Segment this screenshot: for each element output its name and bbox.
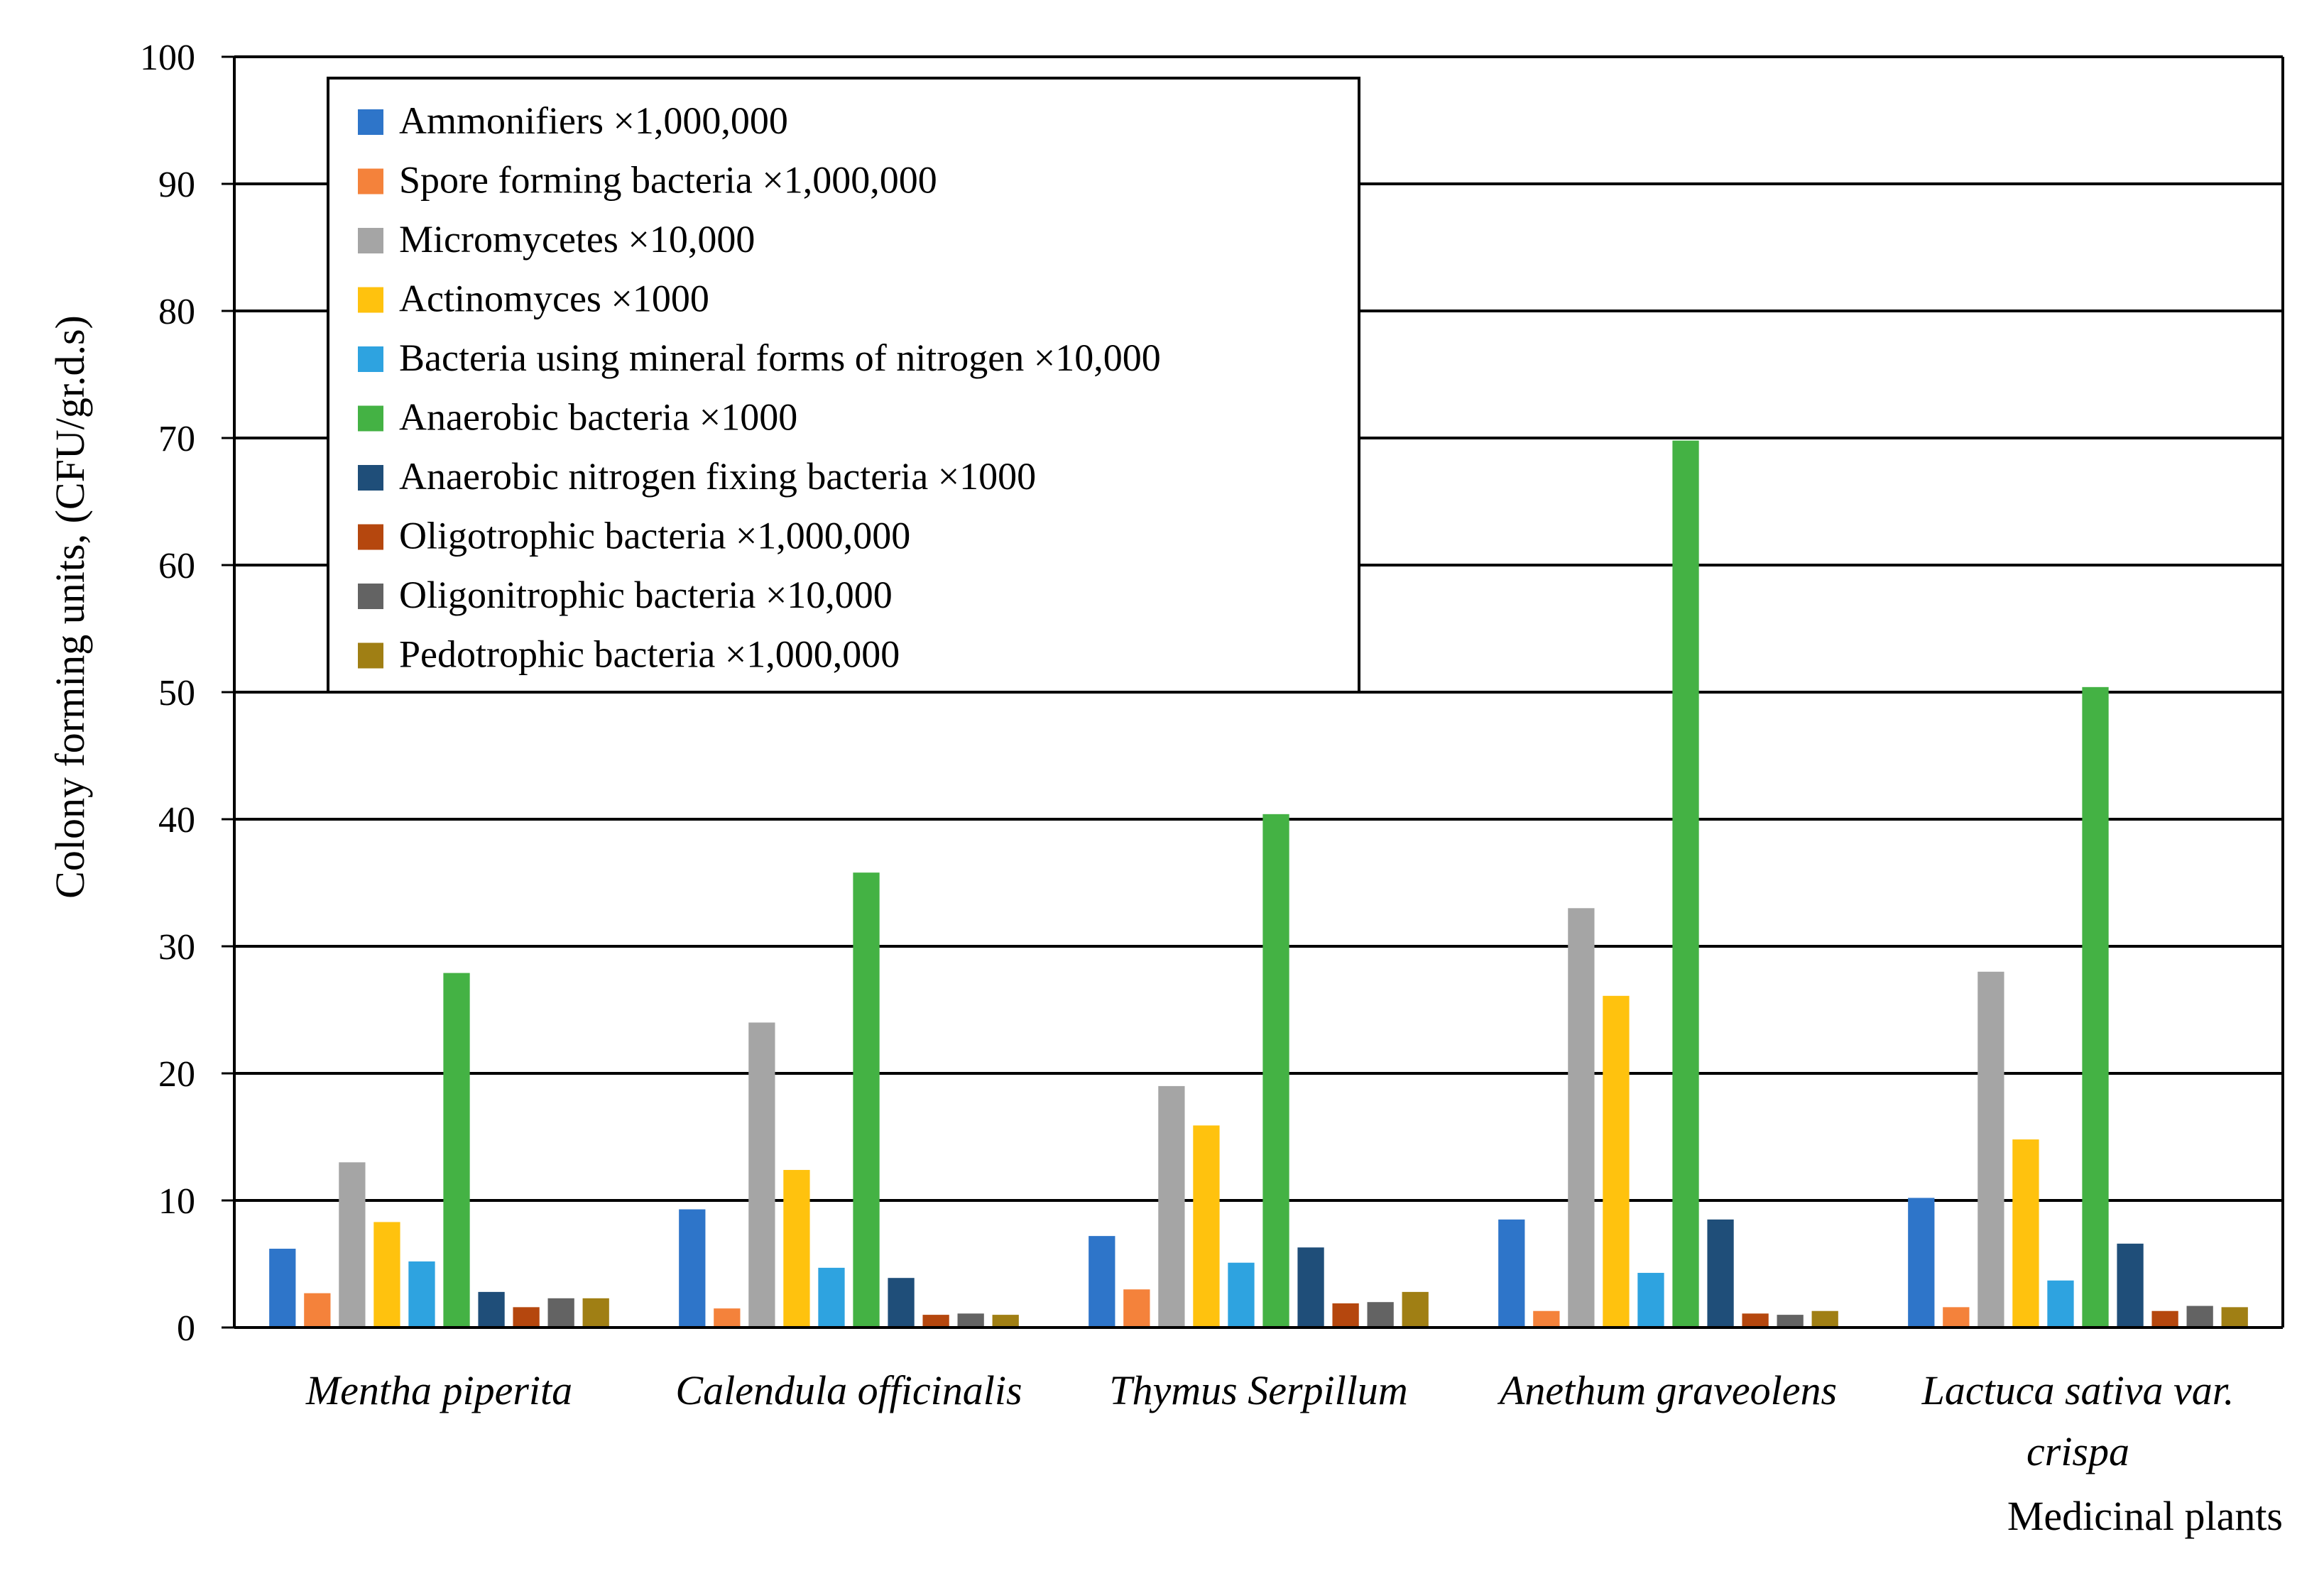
legend-label-7: Oligotrophic bacteria ×1,000,000 [399, 515, 910, 557]
bar-s7-c2 [1332, 1303, 1359, 1328]
bars [269, 440, 2248, 1328]
legend-swatch-1 [358, 168, 383, 195]
bar-s4-c2 [1228, 1262, 1255, 1328]
y-tick-label-60: 60 [158, 546, 195, 586]
x-tick-label-2-0: Thymus Serpillum [1109, 1367, 1408, 1413]
bar-s0-c2 [1089, 1236, 1115, 1328]
bar-s2-c3 [1568, 908, 1595, 1328]
bar-s1-c0 [304, 1293, 331, 1328]
bar-s0-c1 [679, 1209, 706, 1328]
bar-s6-c0 [478, 1291, 505, 1328]
x-tick-label-3-0: Anethum graveolens [1497, 1367, 1837, 1413]
legend-swatch-6 [358, 465, 383, 491]
bar-s5-c3 [1672, 440, 1699, 1328]
bar-s8-c4 [2186, 1305, 2213, 1328]
bar-s9-c0 [582, 1298, 609, 1328]
bar-s1-c2 [1123, 1289, 1150, 1328]
x-tick-label-0-0: Mentha piperita [305, 1367, 572, 1413]
legend-label-1: Spore forming bacteria ×1,000,000 [399, 159, 937, 202]
bar-s4-c1 [818, 1267, 845, 1328]
bar-s2-c4 [1977, 971, 2004, 1328]
legend-swatch-0 [358, 109, 383, 135]
bar-s1-c4 [1943, 1307, 1970, 1328]
bar-s9-c2 [1402, 1291, 1429, 1328]
x-tick-label-4-0: Lactuca sativa var. [1921, 1367, 2235, 1413]
x-axis-title: Medicinal plants [2007, 1493, 2283, 1539]
legend: Ammonifiers ×1,000,000 Spore forming bact… [327, 77, 1360, 694]
bar-s3-c4 [2012, 1139, 2039, 1328]
x-tick-label-4-1: crispa [2026, 1428, 2129, 1474]
bar-s2-c1 [748, 1022, 775, 1328]
bar-s5-c0 [443, 973, 470, 1328]
legend-swatch-5 [358, 405, 383, 432]
bar-s8-c1 [957, 1313, 984, 1328]
legend-swatch-7 [358, 524, 383, 550]
bar-s0-c3 [1498, 1219, 1525, 1328]
bar-s6-c4 [2117, 1243, 2144, 1328]
bar-s4-c4 [2047, 1280, 2074, 1328]
bar-s2-c0 [339, 1162, 366, 1328]
bar-s0-c0 [269, 1249, 296, 1328]
bar-s8-c0 [547, 1298, 574, 1328]
legend-label-5: Anaerobic bacteria ×1000 [399, 396, 797, 439]
legend-label-8: Oligonitrophic bacteria ×10,000 [399, 574, 893, 616]
bar-s6-c1 [888, 1278, 915, 1328]
bar-s6-c3 [1707, 1219, 1734, 1328]
legend-label-0: Ammonifiers ×1,000,000 [399, 99, 788, 142]
bar-s9-c4 [2221, 1307, 2248, 1328]
legend-swatch-3 [358, 287, 383, 313]
legend-swatch-2 [358, 228, 383, 253]
y-tick-label-30: 30 [158, 927, 195, 968]
bar-s7-c0 [513, 1307, 540, 1328]
bar-s5-c4 [2082, 686, 2109, 1328]
legend-label-4: Bacteria using mineral forms of nitrogen… [399, 336, 1161, 379]
bar-s3-c3 [1603, 995, 1630, 1328]
y-tick-label-80: 80 [158, 292, 195, 332]
axes [222, 55, 2284, 1329]
y-tick-labels: 0 10 20 30 40 50 60 70 80 90 100 [140, 38, 195, 1349]
bar-s1-c1 [714, 1308, 741, 1328]
y-tick-label-0: 0 [177, 1308, 195, 1349]
bar-s7-c1 [922, 1315, 949, 1328]
bar-s4-c0 [408, 1261, 435, 1328]
y-tick-label-40: 40 [158, 800, 195, 841]
legend-label-3: Actinomyces ×1000 [399, 278, 709, 320]
legend-box [327, 77, 1360, 694]
y-tick-label-10: 10 [158, 1181, 195, 1222]
legend-swatch-9 [358, 642, 383, 669]
legend-swatch-8 [358, 584, 383, 609]
x-tick-label-1-0: Calendula officinalis [675, 1367, 1022, 1413]
bar-s3-c0 [373, 1222, 400, 1328]
y-tick-label-20: 20 [158, 1054, 195, 1095]
bar-s5-c2 [1262, 814, 1289, 1328]
legend-label-6: Anaerobic nitrogen fixing bacteria ×1000 [399, 455, 1036, 498]
y-axis-title: Colony forming units, (CFU/gr.d.s) [47, 315, 93, 899]
bar-s4-c3 [1637, 1273, 1664, 1328]
y-tick-label-90: 90 [158, 165, 195, 205]
y-tick-label-100: 100 [140, 38, 195, 78]
bar-s2-c2 [1158, 1085, 1185, 1328]
x-category-labels: Mentha piperita Calendula officinalis Thym… [305, 1367, 2235, 1474]
bar-s1-c3 [1533, 1310, 1560, 1328]
y-tick-label-70: 70 [158, 419, 195, 459]
bar-s3-c1 [783, 1170, 810, 1328]
bar-s5-c1 [853, 872, 880, 1328]
bar-s8-c3 [1777, 1315, 1804, 1328]
bar-s9-c1 [992, 1315, 1019, 1328]
legend-label-2: Micromycetes ×10,000 [399, 218, 755, 261]
bar-s3-c2 [1193, 1125, 1220, 1328]
bar-s0-c4 [1908, 1198, 1935, 1328]
bar-s6-c2 [1297, 1247, 1324, 1328]
legend-label-9: Pedotrophic bacteria ×1,000,000 [399, 633, 900, 676]
bar-s9-c3 [1811, 1310, 1838, 1328]
legend-swatch-4 [358, 346, 383, 372]
y-tick-label-50: 50 [158, 673, 195, 713]
bar-s8-c2 [1367, 1302, 1394, 1328]
bar-s7-c3 [1742, 1313, 1769, 1328]
bar-s7-c4 [2151, 1310, 2178, 1328]
